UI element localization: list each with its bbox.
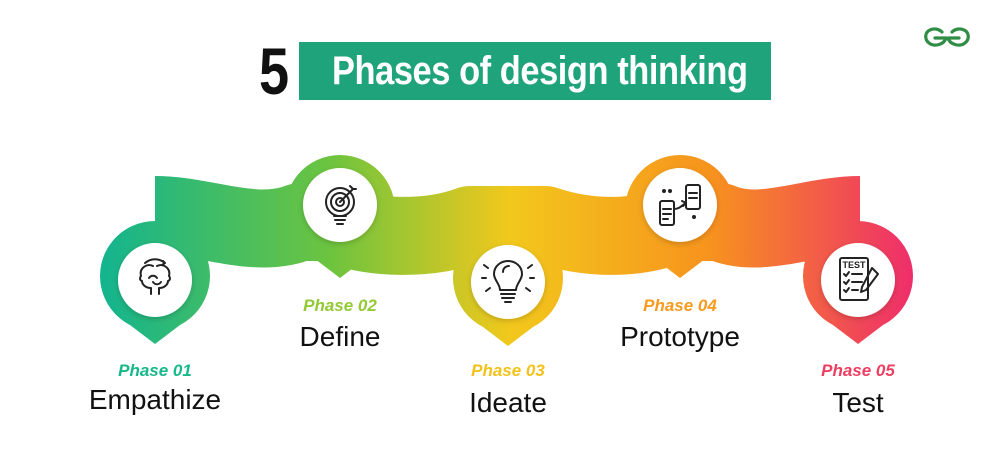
empathy-heads-icon — [139, 258, 171, 295]
phase-05-name: Test — [832, 387, 884, 418]
phase-01-badge — [118, 243, 192, 317]
target-bulb-icon — [325, 185, 357, 225]
phase-03-label: Phase 03 — [471, 361, 545, 380]
phase-01-name: Empathize — [88, 384, 222, 415]
phase-03-badge — [471, 245, 545, 319]
flow-band — [153, 176, 862, 275]
title-banner: Phases of design thinking — [299, 42, 771, 100]
phase-04-name: Prototype — [620, 321, 740, 352]
devices-prototype-icon — [659, 184, 701, 226]
phase-04-label: Phase 04 — [643, 296, 717, 315]
title-text: Phases of design thinking — [332, 49, 748, 93]
test-checklist-icon — [839, 257, 879, 301]
phase-04-badge — [643, 168, 717, 242]
test-icon-caption: TEST — [842, 260, 866, 270]
phase-05-badge — [821, 243, 895, 317]
phase-03-name: Ideate — [469, 387, 547, 418]
geeksforgeeks-logo-icon — [924, 27, 970, 47]
phase-01-label: Phase 01 — [118, 361, 192, 380]
title-number: 5 — [259, 34, 290, 108]
phase-05-label: Phase 05 — [821, 361, 895, 380]
title: 5 Phases of design thinking — [259, 34, 771, 108]
phase-02-name: Define — [299, 321, 381, 352]
phase-02-label: Phase 02 — [303, 296, 377, 315]
lightbulb-icon — [481, 260, 535, 303]
